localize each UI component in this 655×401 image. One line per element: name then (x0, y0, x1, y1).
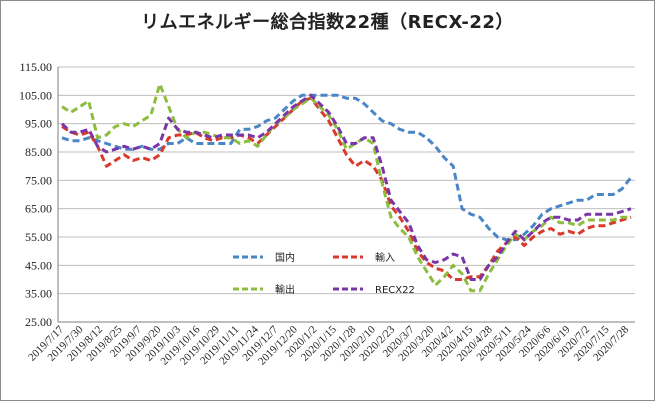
y-tick-label: 65.00 (25, 202, 52, 216)
legend-label: 輸出 (275, 283, 295, 296)
y-tick-label: 95.00 (25, 117, 52, 131)
series-line-輸出 (61, 82, 631, 293)
plot-area (57, 66, 635, 323)
y-tick-label: 115.00 (19, 60, 52, 74)
series-layer (60, 82, 633, 293)
y-tick-label: 45.00 (25, 258, 52, 272)
y-tick-label: 55.00 (25, 230, 52, 244)
chart-title: リムエネルギー総合指数22種（RECX-22） (141, 12, 514, 33)
series-line-輸入 (61, 96, 632, 281)
x-axis-ticks: 2019/7/172019/7/302019/8/122019/8/252019… (26, 323, 631, 367)
y-tick-label: 75.00 (25, 173, 52, 187)
series-line-RECX22 (60, 93, 632, 281)
legend-label: 国内 (275, 251, 295, 264)
y-tick-label: 25.00 (25, 315, 52, 329)
series-line-国内 (61, 93, 633, 242)
legend-label: RECX22 (375, 285, 415, 296)
y-tick-label: 105.00 (19, 88, 52, 102)
y-axis-ticks: 115.00 105.00 95.00 85.00 75.00 65.00 55.00 45.… (19, 60, 52, 329)
y-tick-label: 85.00 (25, 145, 52, 159)
y-tick-label: 35.00 (25, 287, 52, 301)
legend-label: 輸入 (375, 251, 395, 264)
